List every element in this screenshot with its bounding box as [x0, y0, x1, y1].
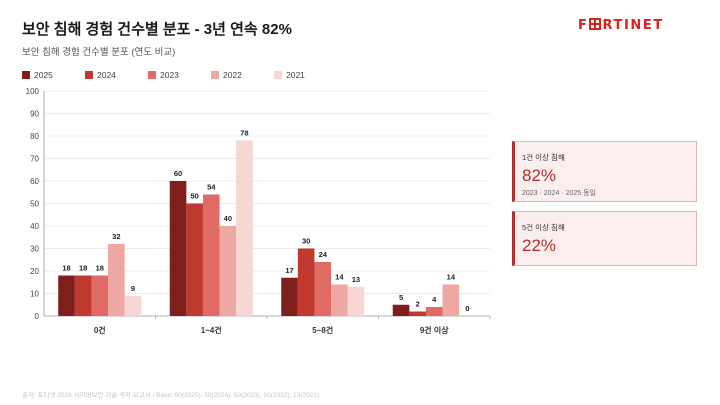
legend-label-2022: 2022 — [223, 70, 242, 80]
bar-2022 — [331, 284, 348, 316]
data-label: 17 — [285, 266, 293, 275]
page-subtitle: 보안 침해 경험 건수별 분포 (연도 비교) — [22, 47, 176, 58]
x-tick-label: 5~8건 — [312, 325, 333, 335]
bar-2021 — [236, 140, 253, 316]
bar-2021 — [347, 286, 365, 316]
bar-2025 — [58, 275, 75, 316]
data-label: 14 — [447, 273, 456, 282]
stat-card-note: 2023 · 2024 · 2025 동일 — [522, 190, 596, 197]
legend-swatch-2025 — [22, 71, 30, 79]
legend-swatch-2021 — [274, 71, 282, 79]
legend-item-2024: 2024 — [85, 70, 148, 80]
data-label: 60 — [174, 169, 182, 178]
bar-2023 — [91, 275, 109, 316]
bar-2024 — [297, 248, 315, 316]
data-label: 50 — [190, 192, 198, 201]
bar-2025 — [392, 304, 410, 316]
data-label: 13 — [352, 275, 360, 284]
data-label: 40 — [224, 214, 232, 223]
legend-item-2022: 2022 — [211, 70, 274, 80]
y-tick-label: 0 — [35, 312, 40, 321]
legend-item-2023: 2023 — [148, 70, 211, 80]
y-tick-label: 10 — [30, 290, 39, 299]
y-tick-label: 50 — [30, 200, 39, 209]
data-label: 14 — [335, 273, 344, 282]
stat-card-value: 22% — [522, 236, 557, 255]
legend-swatch-2023 — [148, 71, 156, 79]
page-title: 보안 침해 경험 건수별 분포 - 3년 연속 82% — [22, 21, 292, 38]
data-label: 18 — [62, 264, 70, 273]
y-tick-label: 90 — [30, 110, 39, 119]
data-label: 54 — [207, 183, 216, 192]
data-label: 9 — [131, 284, 135, 293]
data-label: 32 — [112, 232, 120, 241]
y-tick-label: 30 — [30, 245, 39, 254]
data-label: 30 — [302, 237, 310, 246]
bar-2024 — [186, 203, 203, 316]
data-label: 78 — [240, 129, 248, 138]
data-label: 2 — [416, 300, 420, 309]
data-label: 18 — [96, 264, 104, 273]
x-tick-label: 0건 — [94, 325, 106, 335]
stat-card-value: 82% — [522, 166, 557, 185]
y-tick-label: 70 — [30, 155, 39, 164]
bar-2022 — [442, 284, 460, 316]
bar-2024 — [409, 311, 426, 316]
stat-card-one-or-more: 1건 이상 침해 82% 2023 · 2024 · 2025 동일 — [512, 141, 697, 202]
data-label: 24 — [319, 250, 328, 259]
bar-2021 — [124, 295, 142, 316]
bar-2023 — [202, 194, 220, 316]
x-tick-label: 9건 이상 — [420, 325, 449, 335]
y-tick-label: 60 — [30, 177, 39, 186]
chart-legend: 2025 2024 2023 2022 2021 — [22, 70, 337, 80]
legend-swatch-2024 — [85, 71, 93, 79]
data-label: 0 — [465, 304, 469, 313]
legend-label-2021: 2021 — [286, 70, 305, 80]
bar-2023 — [425, 307, 443, 316]
bar-2025 — [281, 277, 298, 316]
data-label: 5 — [399, 293, 403, 302]
source-note: 출처: 포티넷 2026 사이버보안 기술 격차 보고서 / Base: 60(… — [22, 392, 320, 399]
x-tick-label: 1~4건 — [201, 325, 222, 335]
bar-2022 — [219, 226, 237, 316]
bar-2025 — [169, 181, 187, 316]
bar-2024 — [74, 275, 92, 316]
legend-label-2023: 2023 — [160, 70, 179, 80]
logo-text: F RTINET — [578, 17, 664, 33]
bar-2023 — [314, 262, 332, 316]
stat-card-five-or-more: 5건 이상 침해 22% — [512, 211, 697, 266]
legend-label-2025: 2025 — [34, 70, 53, 80]
legend-item-2021: 2021 — [274, 70, 337, 80]
y-tick-label: 100 — [26, 87, 40, 96]
stat-card-label: 1건 이상 침해 — [522, 153, 565, 162]
legend-label-2024: 2024 — [97, 70, 116, 80]
data-label: 4 — [432, 295, 437, 304]
bar-2022 — [108, 244, 125, 316]
legend-swatch-2022 — [211, 71, 219, 79]
y-tick-label: 40 — [30, 222, 39, 231]
y-tick-label: 80 — [30, 132, 39, 141]
fortinet-logo: F RTINET — [578, 17, 686, 33]
legend-item-2025: 2025 — [22, 70, 85, 80]
logo-grid-icon — [589, 17, 602, 30]
stat-card-label: 5건 이상 침해 — [522, 223, 565, 232]
data-label: 18 — [79, 264, 87, 273]
y-tick-label: 20 — [30, 267, 39, 276]
